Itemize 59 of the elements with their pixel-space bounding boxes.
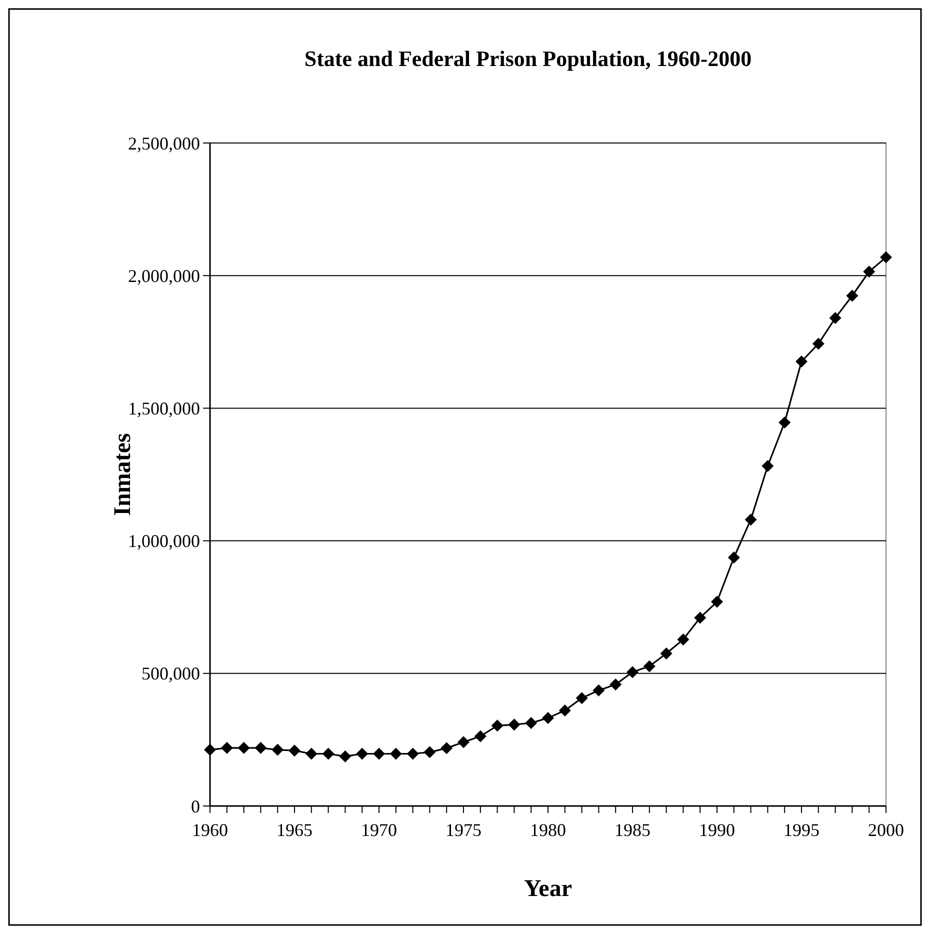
point	[508, 718, 520, 731]
point	[390, 748, 402, 760]
x-tick-label: 1980	[530, 820, 566, 840]
point	[863, 266, 876, 278]
point	[643, 660, 656, 672]
x-tick-label: 1970	[361, 820, 397, 840]
point	[424, 746, 436, 758]
point	[440, 742, 453, 754]
point	[491, 720, 504, 732]
y-tick-label: 500,000	[142, 664, 200, 684]
point	[272, 744, 284, 756]
point	[406, 748, 419, 760]
point	[356, 748, 368, 760]
point	[525, 716, 538, 729]
point	[744, 514, 757, 526]
point	[796, 356, 808, 368]
y-tick-label: 2,500,000	[128, 133, 200, 154]
point	[677, 633, 690, 646]
x-tick-label: 1990	[699, 820, 735, 840]
point	[812, 338, 824, 350]
point	[238, 742, 250, 754]
point	[322, 748, 334, 760]
x-tick-label: 1960	[192, 820, 228, 840]
x-tick-label: 1975	[446, 820, 482, 840]
point	[592, 684, 605, 696]
point	[542, 712, 554, 724]
point	[880, 251, 892, 264]
x-tick-label: 2000	[868, 820, 904, 840]
point	[220, 742, 233, 754]
point	[610, 678, 622, 691]
chart-title: State and Federal Prison Population, 1960-2000	[304, 46, 752, 71]
point	[305, 748, 318, 760]
x-tick-label: 1985	[614, 820, 650, 840]
y-tick-label: 1,000,000	[128, 531, 200, 552]
point	[762, 460, 774, 472]
point	[339, 750, 352, 762]
point	[373, 748, 385, 760]
point	[254, 742, 267, 754]
y-axis-title: Inmates	[110, 433, 136, 516]
y-tick-label: 2,000,000	[128, 266, 200, 286]
point	[558, 704, 571, 717]
point	[829, 312, 842, 324]
point	[458, 736, 470, 748]
point	[288, 744, 300, 757]
x-axis-title: Year	[524, 876, 572, 902]
point	[474, 730, 486, 742]
point	[694, 612, 706, 624]
point	[846, 290, 858, 302]
point	[204, 744, 216, 756]
y-tick-label: 0	[191, 796, 200, 816]
point	[626, 666, 638, 678]
point	[660, 648, 672, 660]
point	[711, 596, 723, 608]
y-tick-label: 1,500,000	[128, 398, 200, 418]
x-tick-label: 1965	[276, 820, 312, 840]
point	[576, 692, 588, 704]
point	[728, 552, 740, 564]
point	[778, 416, 791, 429]
x-tick-label: 1995	[784, 820, 820, 840]
